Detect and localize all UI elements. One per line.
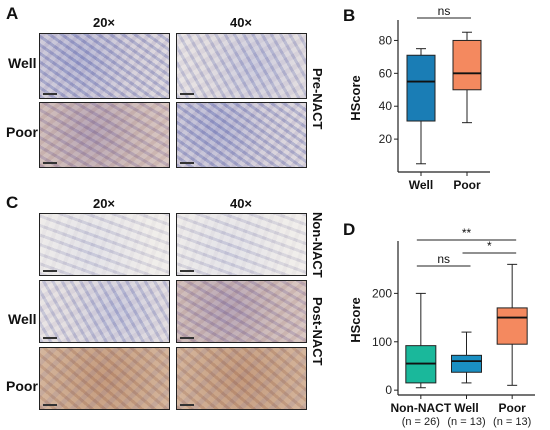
significance-label: ns (437, 252, 450, 266)
panel-a-side-label: Pre-NACT (310, 68, 325, 130)
significance-label: ns (438, 4, 451, 18)
y-tick-label: 80 (379, 33, 393, 47)
micrograph-a-well-40x (176, 33, 307, 99)
y-tick-label: 40 (379, 99, 393, 113)
scale-bar (43, 270, 57, 272)
x-tick-label: Non-NACT (391, 401, 452, 415)
panel-b-letter: B (343, 6, 356, 25)
box-well (451, 354, 482, 373)
x-tick-label: Poor (453, 178, 481, 190)
x-tick-n-label: (n = 13) (493, 416, 531, 428)
panel-c-side-post-nact: Post-NACT (310, 297, 325, 366)
y-tick-label: 0 (385, 383, 392, 397)
panel-c-row-well: Well (8, 311, 37, 327)
significance-label: * (487, 239, 492, 253)
y-axis-label: HScore (348, 297, 363, 343)
micrograph-c-poor-20x (39, 347, 170, 410)
scale-bar (43, 337, 57, 339)
box-poor (496, 307, 528, 345)
scale-bar (43, 404, 57, 406)
panel-c-row-poor: Poor (6, 378, 38, 394)
panel-c-col-20x: 20× (92, 196, 116, 211)
panel-c-letter: C (6, 193, 19, 212)
scale-bar (180, 337, 194, 339)
panel-c-col-40x: 40× (229, 196, 253, 211)
panel-a-col-20x: 20× (92, 15, 116, 30)
micrograph-c-poor-40x (176, 347, 307, 410)
scale-bar (180, 93, 194, 95)
significance-label: ** (462, 226, 472, 240)
box-poor (452, 39, 482, 91)
box-well (406, 54, 436, 122)
micrograph-a-poor-20x (39, 102, 170, 168)
x-tick-label: Well (409, 178, 433, 190)
scale-bar (180, 270, 194, 272)
y-axis-label: HScore (348, 75, 363, 121)
x-tick-n-label: (n = 13) (447, 416, 485, 428)
panel-a-letter: A (6, 4, 19, 23)
micrograph-a-poor-40x (176, 102, 307, 168)
panel-a-row-poor: Poor (6, 124, 38, 140)
y-tick-label: 20 (379, 132, 393, 146)
panel-a-row-well: Well (8, 55, 37, 71)
scale-bar (43, 93, 57, 95)
x-tick-label: Well (454, 401, 478, 415)
x-tick-n-label: (n = 26) (402, 416, 440, 428)
scale-bar (43, 162, 57, 164)
micrograph-c-well-40x (176, 280, 307, 343)
x-tick-label: Poor (498, 401, 526, 415)
micrograph-c-non-20x (39, 213, 170, 276)
scale-bar (180, 404, 194, 406)
y-tick-label: 200 (372, 286, 392, 300)
micrograph-c-well-20x (39, 280, 170, 343)
panel-a-col-40x: 40× (229, 15, 253, 30)
panel-c-side-non-nact: Non-NACT (310, 212, 325, 278)
panel-d-letter: D (343, 220, 356, 239)
micrograph-c-non-40x (176, 213, 307, 276)
scale-bar (180, 162, 194, 164)
y-tick-label: 100 (372, 335, 392, 349)
micrograph-a-well-20x (39, 33, 170, 99)
y-tick-label: 60 (379, 66, 393, 80)
